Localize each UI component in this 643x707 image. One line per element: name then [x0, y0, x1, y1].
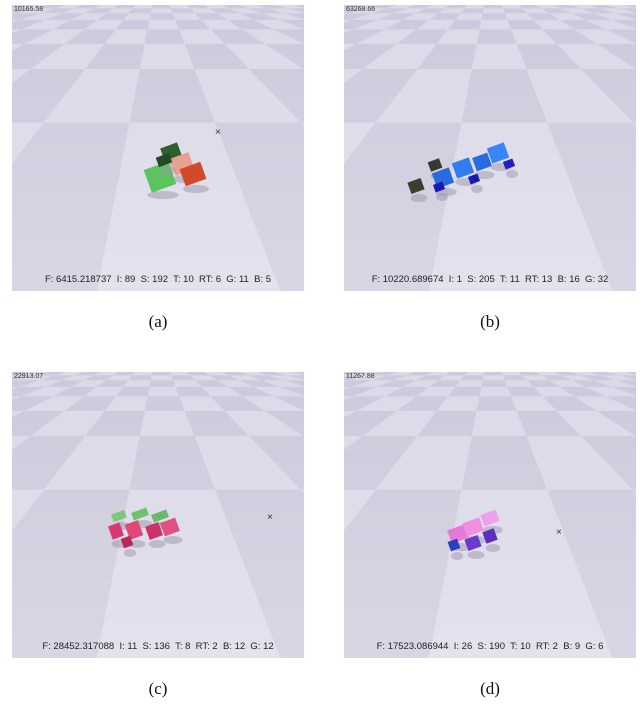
sim-screenshot: 63268.66 F: 10220.689674 I: 1 S: 205 T: 1…: [344, 5, 636, 291]
shadow: [506, 170, 518, 178]
shadow: [410, 194, 428, 202]
sim-screenshot: × 22913.07 F: 28452.317088 I: 11 S: 136 T:…: [12, 372, 304, 658]
block: [131, 507, 149, 521]
block: [155, 152, 173, 168]
shadow: [436, 193, 448, 201]
shadow: [475, 171, 495, 179]
block: [432, 181, 446, 193]
shadow: [485, 544, 501, 552]
block: [124, 520, 144, 540]
shadow: [163, 536, 183, 544]
corner-value: 10165.58: [14, 6, 44, 13]
block: [447, 538, 461, 552]
block: [160, 517, 180, 537]
block: [111, 509, 127, 523]
block: [431, 167, 455, 189]
sim-screenshot: × 10165.58 F: 6415.218737 I: 89 S: 192 T: …: [12, 5, 304, 291]
shadow: [147, 191, 179, 199]
caption: (a): [148, 312, 168, 331]
block: [472, 152, 492, 172]
caption: (b): [480, 312, 500, 331]
corner-value: 63268.66: [346, 6, 376, 13]
target-marker: ×: [556, 527, 562, 538]
shadow: [124, 549, 136, 557]
caption: (d): [480, 679, 500, 698]
target-marker: ×: [215, 127, 221, 138]
shadow: [471, 185, 483, 193]
block: [464, 534, 482, 552]
block: [462, 517, 484, 537]
caption: (c): [148, 679, 168, 698]
block: [120, 535, 134, 549]
shadow: [148, 540, 166, 548]
block: [107, 522, 125, 540]
status-line: F: 17523.086944 I: 26 S: 190 T: 10 RT: 2…: [376, 641, 604, 652]
scene: ×: [12, 5, 304, 291]
block: [151, 509, 169, 523]
shadow: [467, 551, 485, 559]
status-line: F: 6415.218737 I: 89 S: 192 T: 10 RT: 6 …: [44, 274, 272, 285]
corner-value: 11267.88: [346, 373, 375, 380]
scene: ×: [344, 372, 636, 658]
status-line: F: 28452.317088 I: 11 S: 136 T: 8 RT: 2 …: [42, 641, 274, 652]
block: [482, 528, 498, 544]
target-marker: ×: [267, 512, 273, 523]
block: [145, 522, 163, 540]
status-line: F: 10220.689674 I: 1 S: 205 T: 11 RT: 13…: [371, 274, 609, 285]
scene: [344, 5, 636, 291]
fog: [12, 5, 304, 291]
shadow: [182, 185, 210, 193]
scene: ×: [12, 372, 304, 658]
shadow: [128, 540, 146, 548]
block: [467, 173, 481, 185]
block: [486, 142, 510, 164]
shadow: [158, 167, 176, 175]
block: [179, 161, 207, 187]
block: [451, 157, 475, 179]
corner-value: 22913.07: [14, 373, 44, 380]
block: [480, 509, 500, 527]
block: [447, 524, 469, 544]
block: [407, 177, 425, 195]
block: [502, 158, 516, 170]
shadow: [451, 552, 463, 560]
block: [427, 158, 443, 172]
sim-screenshot: × 11267.88 F: 17523.086944 I: 26 S: 190 T:…: [344, 372, 636, 658]
